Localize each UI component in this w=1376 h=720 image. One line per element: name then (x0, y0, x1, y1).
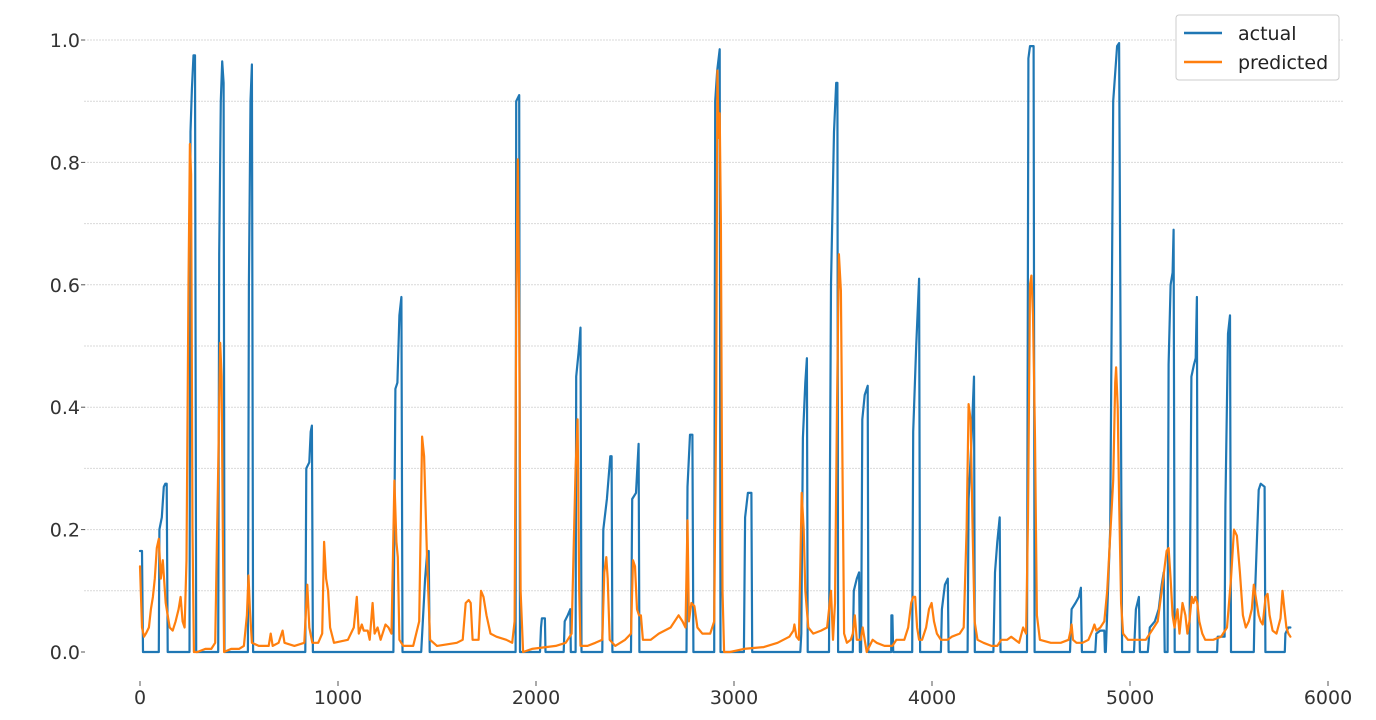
x-tick-label: 5000 (1106, 687, 1154, 709)
legend-box (1175, 14, 1340, 81)
y-tick-label: 0.2 (50, 520, 80, 542)
y-axis: 0.0 0.2 0.4 0.6 0.8 1.0 (50, 30, 85, 664)
series-line-actual (138, 42, 1292, 654)
legend-label-predicted: predicted (1238, 52, 1328, 74)
x-tick-label: 1000 (314, 687, 362, 709)
y-tick-label: 1.0 (50, 30, 80, 52)
x-tick-label: 6000 (1304, 687, 1352, 709)
x-axis: 0 1000 2000 3000 4000 5000 6000 (134, 681, 1352, 709)
legend-label-actual: actual (1238, 23, 1297, 45)
y-tick-label: 0.0 (50, 642, 80, 664)
y-tick-label: 0.8 (50, 152, 80, 174)
x-tick-label: 4000 (908, 687, 956, 709)
x-tick-label: 0 (134, 687, 146, 709)
x-tick-label: 3000 (710, 687, 758, 709)
series-layer (138, 42, 1292, 654)
legend: actual predicted (1175, 14, 1340, 81)
x-tick-label: 2000 (512, 687, 560, 709)
y-tick-label: 0.4 (50, 397, 80, 419)
y-tick-label: 0.6 (50, 275, 80, 297)
series-line-predicted (138, 69, 1292, 654)
